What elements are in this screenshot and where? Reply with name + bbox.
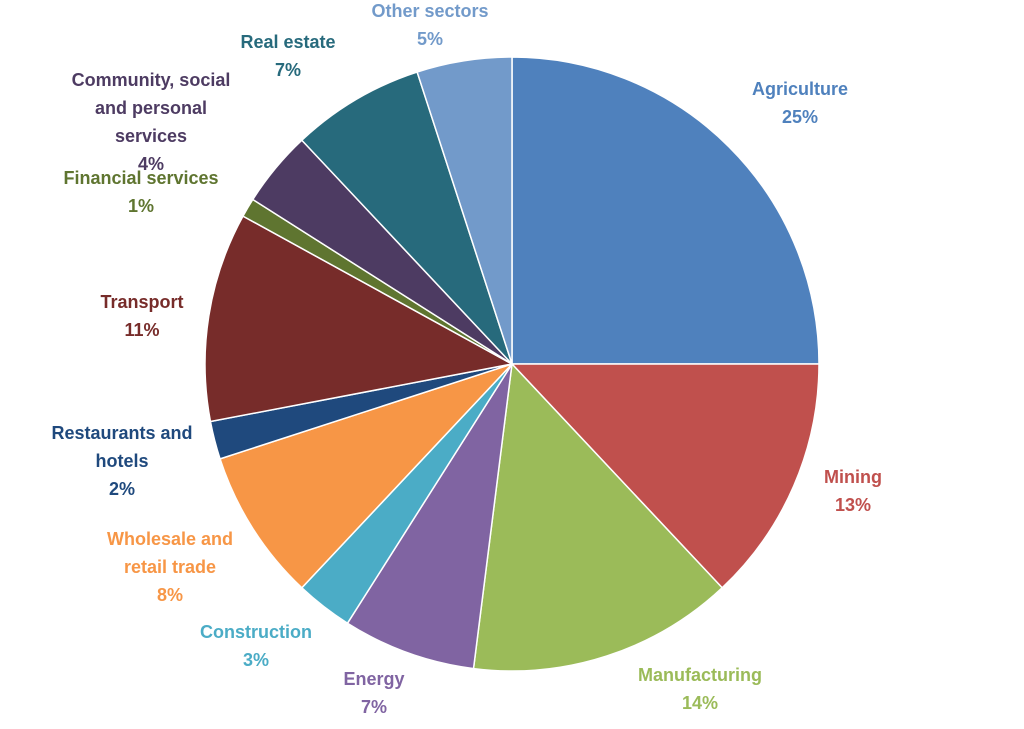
label-transport: Transport 11%: [100, 292, 183, 340]
pie-slices: [204, 56, 820, 672]
slice-other-sectors: [416, 56, 513, 365]
label-energy: Energy 7%: [343, 669, 404, 717]
label-community-social-and-personal-services: Community, social and personal services 4%: [72, 70, 231, 174]
slice-real-estate: [300, 71, 513, 365]
label-restaurants-and-hotels: Restaurants and hotels 2%: [51, 423, 192, 499]
label-mining: Mining 13%: [824, 467, 882, 515]
slice-transport: [204, 215, 515, 423]
label-financial-services: Financial services 1%: [63, 168, 218, 216]
label-real-estate: Real estate 7%: [240, 32, 335, 80]
label-agriculture: Agriculture 25%: [752, 79, 848, 127]
label-wholesale-and-retail-trade: Wholesale and retail trade 8%: [107, 529, 233, 605]
slice-wholesale-and-retail-trade: [219, 363, 513, 589]
slice-energy: [346, 363, 513, 670]
label-construction: Construction 3%: [200, 622, 312, 670]
slice-agriculture: [511, 56, 820, 365]
label-other-sectors: Other sectors 5%: [371, 1, 488, 49]
slice-mining: [510, 363, 820, 589]
slice-manufacturing: [472, 362, 724, 672]
label-manufacturing: Manufacturing 14%: [638, 665, 762, 713]
pie-labels: Agriculture 25% Mining 13% Manufacturing 14% E…: [51, 1, 882, 717]
